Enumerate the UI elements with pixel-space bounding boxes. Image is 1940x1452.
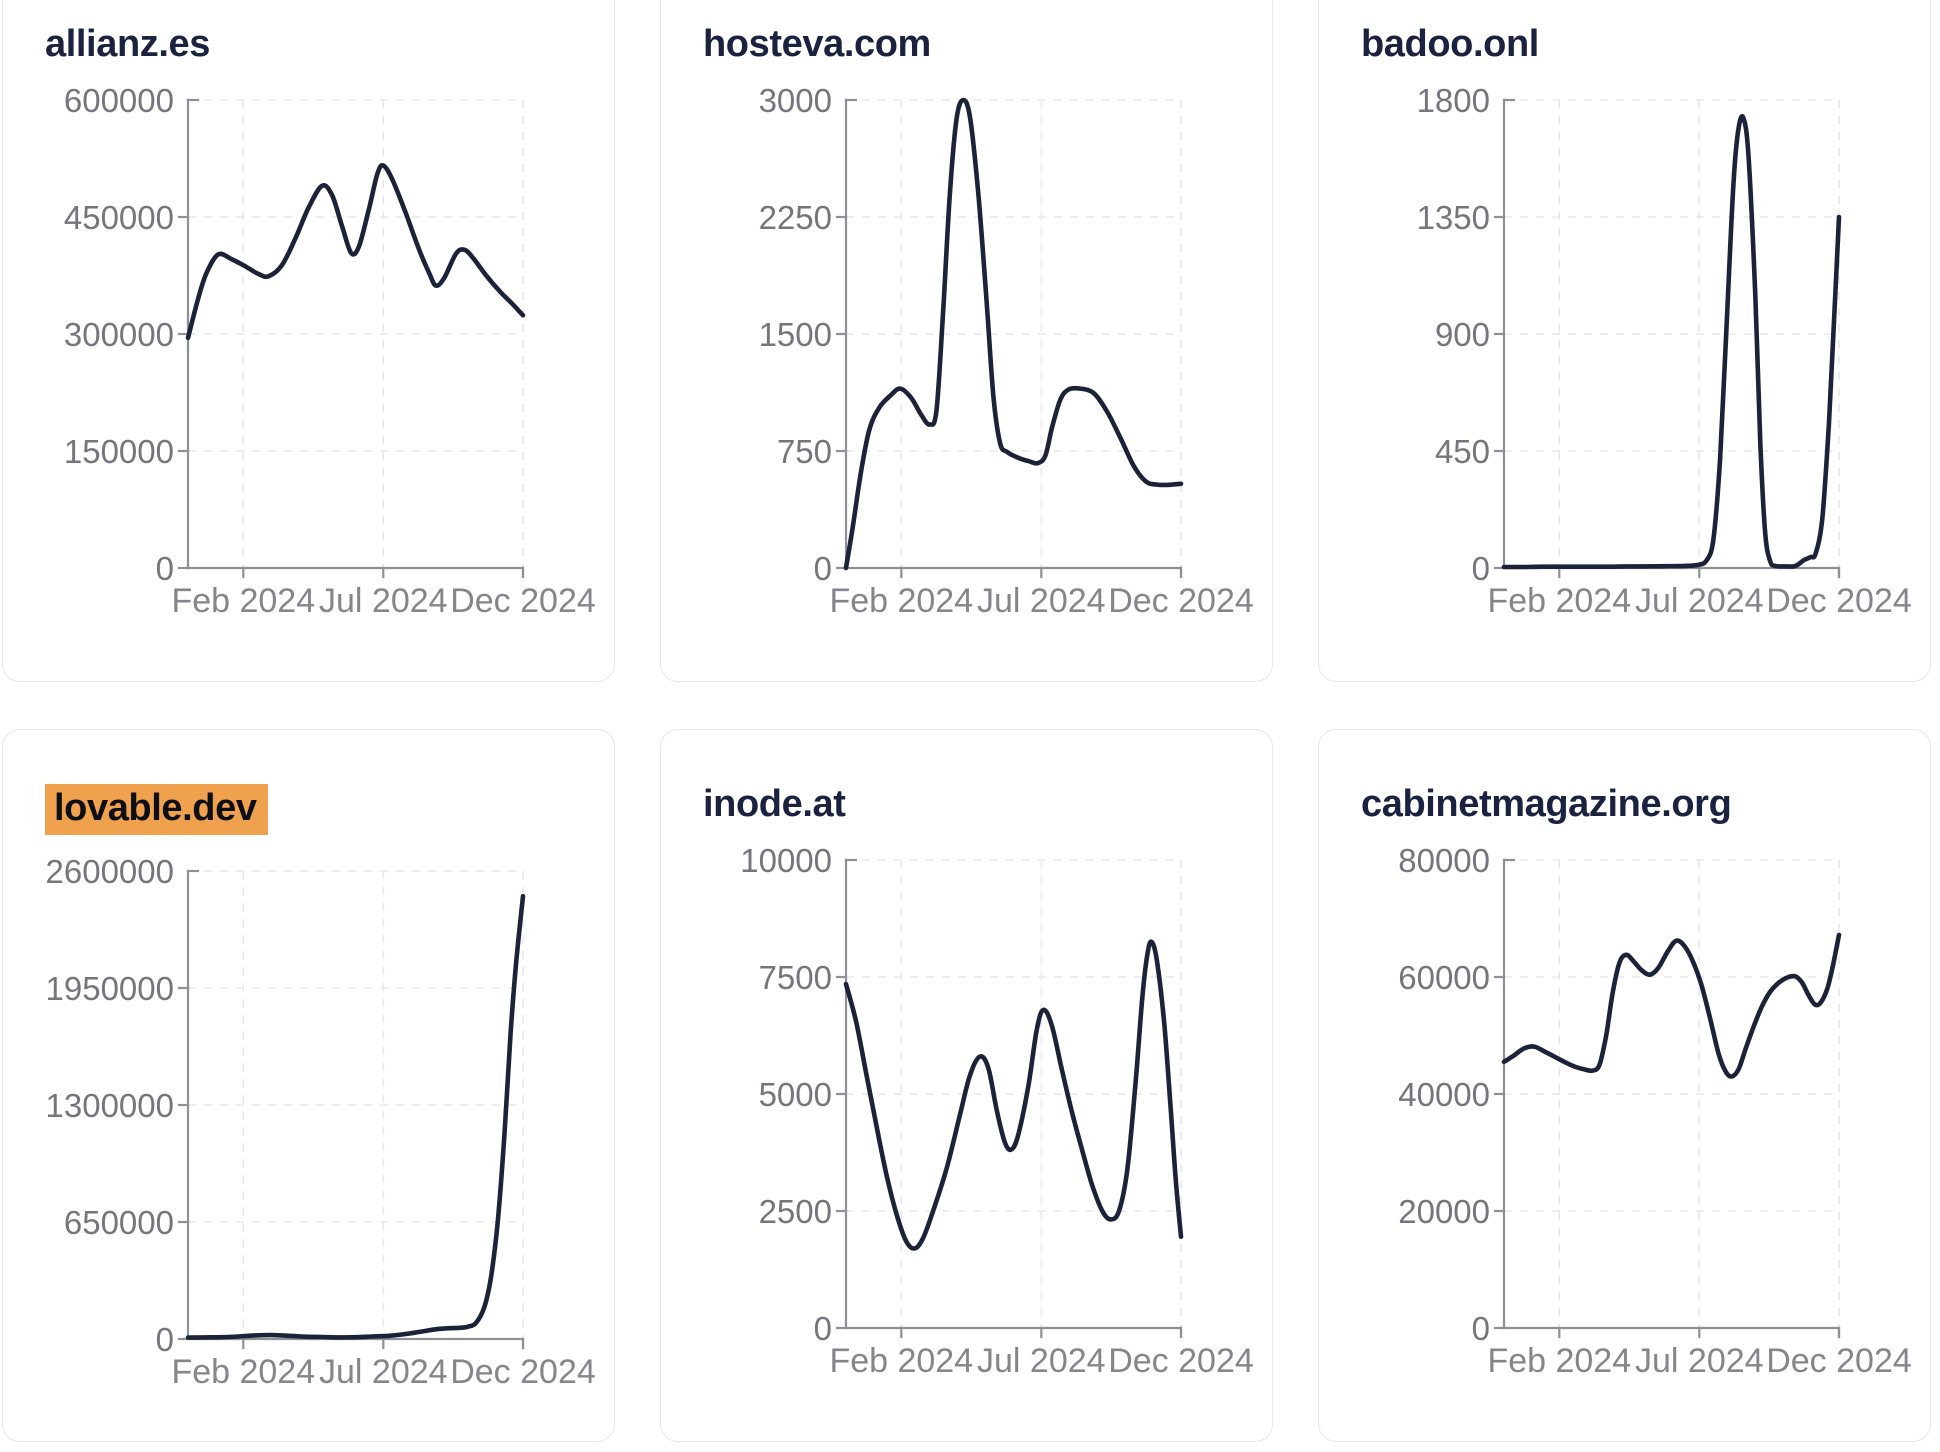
gridlines [1504,859,1840,1328]
axes [1493,858,1841,1339]
y-tick-label: 5000 [759,1076,832,1113]
y-tick-label: 0 [156,1321,174,1358]
y-tick-label: 1350 [1417,199,1490,236]
chart-title: allianz.es [45,24,614,64]
x-tick-label: Jul 2024 [319,582,448,620]
x-tick-label: Jul 2024 [1635,582,1764,620]
chart-title: badoo.onl [1361,24,1930,64]
y-tick-label: 40000 [1398,1076,1490,1113]
line-chart: 0 150000 300000 450000 600000 Feb 2024 Jul 202… [64,82,596,620]
x-tick-label: Feb 2024 [829,582,973,620]
x-tick-label: Jul 2024 [977,1342,1106,1380]
gridlines [1504,99,1840,568]
chart-title: inode.at [703,784,1272,824]
chart-title-text: inode.at [703,783,846,825]
y-tick-label: 0 [156,550,174,587]
y-tick-label: 450 [1435,433,1490,470]
chart-title: lovable.dev [45,784,614,835]
line-chart: 0 650000 1300000 1950000 2600000 Feb 2024 Jul … [46,853,596,1391]
y-tick-label: 0 [814,1310,832,1347]
x-tick-label: Feb 2024 [829,1342,973,1380]
series-line [185,163,526,341]
chart-title: cabinetmagazine.org [1361,784,1930,824]
series-line [843,97,1184,571]
chart-card: badoo.onl 0 450 900 1350 1800 Feb 2024 Jul 202… [1318,0,1931,682]
chart-card: cabinetmagazine.org 0 20000 40000 60000 8000… [1318,729,1931,1442]
series-line [1501,932,1842,1079]
y-tick-label: 10000 [740,842,832,879]
y-tick-label: 1950000 [46,970,174,1007]
x-tick-label: Feb 2024 [171,582,315,620]
x-tick-label: Jul 2024 [977,582,1106,620]
tick-labels: 0 150000 300000 450000 600000 Feb 2024 Jul 202… [64,82,596,620]
chart-card: lovable.dev 0 650000 1300000 1950000 2600000… [2,729,615,1442]
axes [177,98,525,579]
axes [1493,98,1841,579]
y-tick-label: 2250 [759,199,832,236]
line-chart: 0 2500 5000 7500 10000 Feb 2024 Jul 2024 Dec 20… [740,842,1254,1380]
tick-labels: 0 450 900 1350 1800 Feb 2024 Jul 2024 Dec 2024 [1417,82,1912,620]
y-tick-label: 900 [1435,316,1490,353]
x-tick-label: Jul 2024 [1635,1342,1764,1380]
chart-title-text: badoo.onl [1361,23,1539,65]
x-tick-label: Dec 2024 [450,582,596,620]
chart-card: inode.at 0 2500 5000 7500 10000 Feb 2024 Jul 2… [660,729,1273,1442]
y-tick-label: 0 [1472,550,1490,587]
gridlines [846,859,1182,1328]
y-tick-label: 20000 [1398,1193,1490,1230]
line-chart: 0 450 900 1350 1800 Feb 2024 Jul 2024 Dec 2024 [1417,82,1912,620]
y-tick-label: 0 [814,550,832,587]
y-tick-label: 750 [777,433,832,470]
y-tick-label: 0 [1472,1310,1490,1347]
line-chart: 0 20000 40000 60000 80000 Feb 2024 Jul 2024 Dec… [1398,842,1912,1380]
axes [835,858,1183,1339]
x-tick-label: Dec 2024 [1766,1342,1912,1380]
chart-title-text: allianz.es [45,23,210,65]
x-tick-label: Dec 2024 [1108,1342,1254,1380]
y-tick-label: 7500 [759,959,832,996]
y-tick-label: 450000 [64,199,174,236]
chart-card: hosteva.com 0 750 1500 2250 3000 Feb 2024 Jul … [660,0,1273,682]
series-line [1501,113,1842,570]
tick-labels: 0 2500 5000 7500 10000 Feb 2024 Jul 2024 Dec 20… [740,842,1254,1380]
x-tick-label: Dec 2024 [450,1353,596,1391]
tick-labels: 0 750 1500 2250 3000 Feb 2024 Jul 2024 Dec 2024 [759,82,1254,620]
y-tick-label: 60000 [1398,959,1490,996]
gridlines [188,870,524,1339]
y-tick-label: 3000 [759,82,832,119]
axes [177,869,525,1350]
y-tick-label: 650000 [64,1204,174,1241]
gridlines [188,99,524,568]
x-tick-label: Feb 2024 [1487,1342,1631,1380]
y-tick-label: 2600000 [46,853,174,890]
tick-labels: 0 650000 1300000 1950000 2600000 Feb 2024 Jul … [46,853,596,1391]
y-tick-label: 2500 [759,1193,832,1230]
y-tick-label: 150000 [64,433,174,470]
chart-title-text: cabinetmagazine.org [1361,783,1732,825]
x-tick-label: Feb 2024 [1487,582,1631,620]
chart-title: hosteva.com [703,24,1272,64]
axes [835,98,1183,579]
y-tick-label: 1300000 [46,1087,174,1124]
x-tick-label: Dec 2024 [1766,582,1912,620]
y-tick-label: 600000 [64,82,174,119]
chart-title-text: lovable.dev [45,784,268,835]
x-tick-label: Dec 2024 [1108,582,1254,620]
line-chart: 0 750 1500 2250 3000 Feb 2024 Jul 2024 Dec 2024 [759,82,1254,620]
tick-labels: 0 20000 40000 60000 80000 Feb 2024 Jul 2024 Dec… [1398,842,1912,1380]
y-tick-label: 1800 [1417,82,1490,119]
y-tick-label: 1500 [759,316,832,353]
x-tick-label: Feb 2024 [171,1353,315,1391]
chart-title-text: hosteva.com [703,23,931,65]
y-tick-label: 300000 [64,316,174,353]
y-tick-label: 80000 [1398,842,1490,879]
x-tick-label: Jul 2024 [319,1353,448,1391]
series-line [843,939,1184,1251]
gridlines [846,99,1182,568]
chart-card: allianz.es 0 150000 300000 450000 600000 Feb … [2,0,615,682]
series-line [185,893,526,1340]
